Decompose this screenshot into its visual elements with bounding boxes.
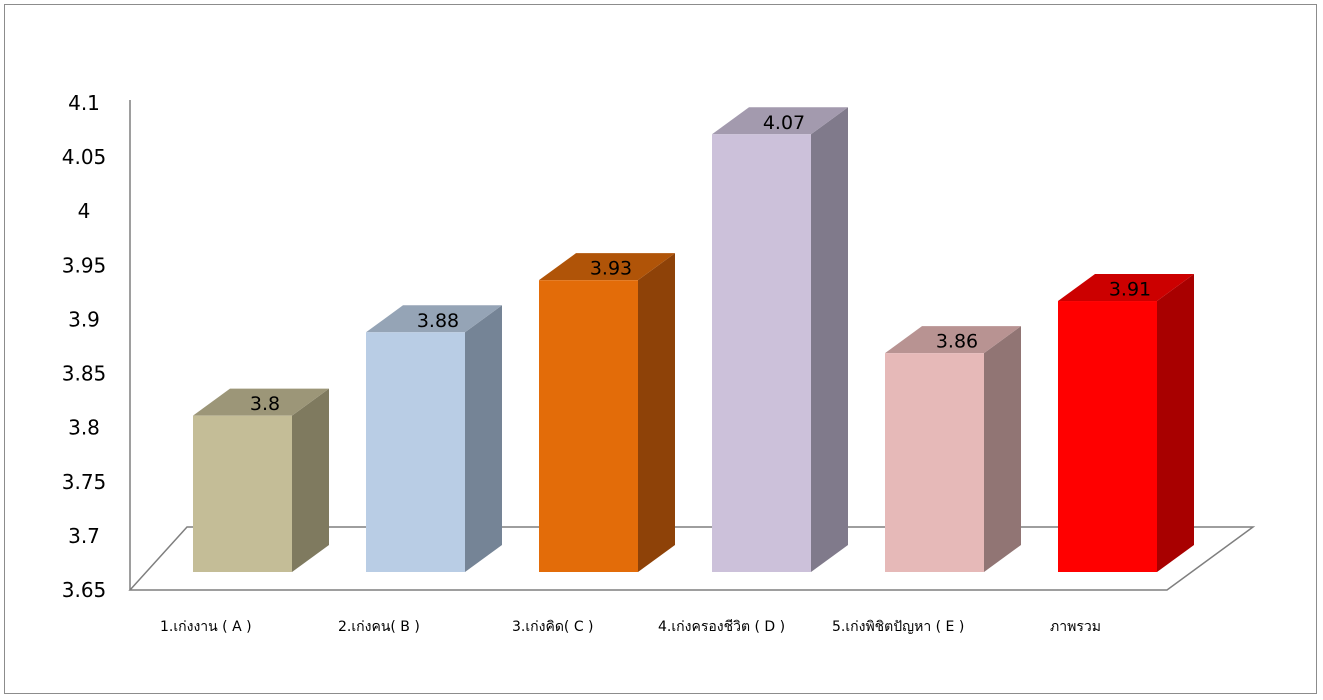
bar	[539, 253, 675, 572]
bar-front-face	[1058, 301, 1157, 572]
bar-top-face	[193, 388, 329, 416]
bar-front-face	[366, 332, 465, 572]
y-tick-label: 4.1	[68, 91, 100, 115]
bar-top-face	[539, 253, 675, 281]
bar-front-face	[712, 134, 811, 572]
bar	[712, 107, 848, 573]
bar-side-face	[292, 388, 329, 572]
data-label: 3.93	[590, 258, 632, 280]
x-tick-label: 5.เก่งพิชิตปัญหา ( E )	[832, 619, 965, 635]
x-tick-label: ภาพรวม	[1050, 619, 1101, 635]
y-tick-label: 3.95	[62, 253, 107, 277]
y-tick-label: 3.75	[62, 470, 107, 494]
bar	[1058, 274, 1194, 572]
data-label: 3.86	[936, 331, 978, 353]
bar-side-face	[1157, 274, 1194, 572]
data-label: 3.91	[1109, 279, 1151, 301]
x-tick-label: 3.เก่งคิด( C )	[512, 619, 594, 635]
bar	[366, 305, 502, 572]
x-tick-label: 4.เก่งครองชีวิต ( D )	[658, 619, 786, 635]
bar	[885, 326, 1021, 572]
bar-side-face	[984, 326, 1021, 572]
bar	[193, 388, 329, 572]
bar-front-face	[539, 280, 638, 572]
y-tick-label: 4.05	[62, 145, 107, 169]
bar-top-face	[366, 305, 502, 333]
bar-front-face	[885, 353, 984, 572]
bar-top-face	[712, 107, 848, 135]
bar-top-face	[1058, 274, 1194, 302]
y-tick-label: 3.7	[68, 524, 100, 548]
x-tick-label: 1.เก่งงาน ( A )	[160, 619, 252, 635]
data-label: 3.8	[250, 393, 280, 415]
y-tick-label: 3.85	[62, 362, 107, 386]
data-label: 4.07	[763, 112, 805, 134]
bar-side-face	[811, 107, 848, 573]
data-label: 3.88	[417, 310, 459, 332]
bar-front-face	[193, 415, 292, 572]
x-tick-label: 2.เก่งคน( B )	[338, 619, 420, 635]
bar-top-face	[885, 326, 1021, 354]
bar-side-face	[465, 305, 502, 572]
y-tick-label: 3.9	[68, 307, 100, 331]
bar-side-face	[638, 253, 675, 572]
y-tick-label: 3.8	[68, 416, 100, 440]
y-tick-label: 4	[78, 199, 91, 223]
y-tick-label: 3.65	[62, 578, 107, 602]
